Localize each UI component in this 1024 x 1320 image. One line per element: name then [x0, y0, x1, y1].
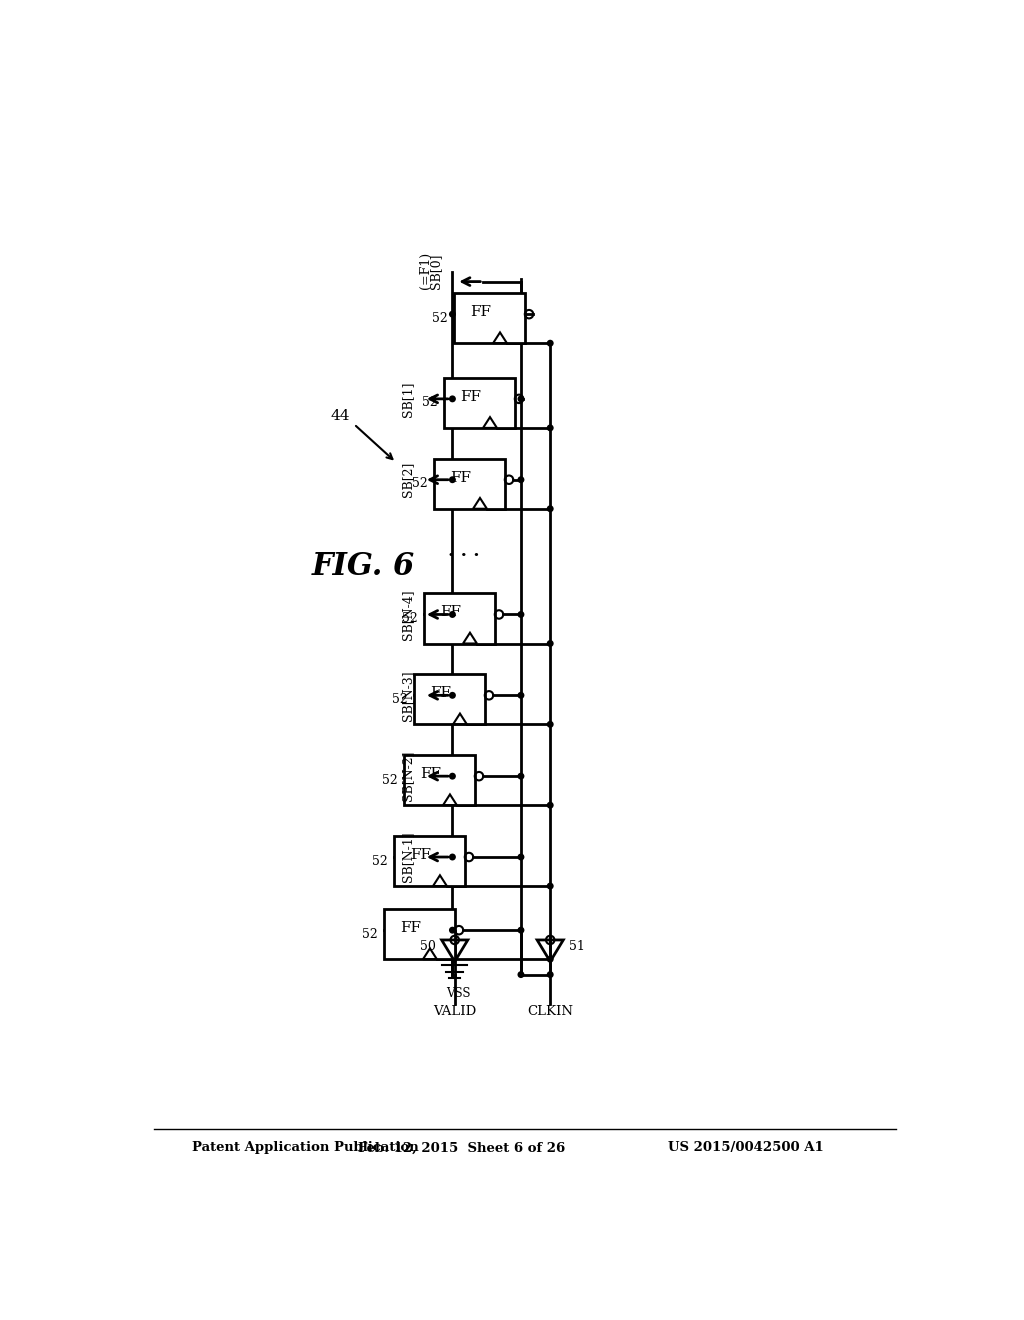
Bar [384, 909, 455, 960]
Text: FF: FF [440, 606, 462, 619]
Text: 51: 51 [569, 940, 586, 953]
Bar [454, 293, 525, 343]
Text: Patent Application Publication: Patent Application Publication [193, 1142, 419, 1155]
Text: FF: FF [470, 305, 492, 319]
Circle shape [449, 772, 456, 780]
Bar [403, 755, 475, 805]
Text: SB[N-2]: SB[N-2] [401, 751, 414, 801]
Circle shape [449, 310, 456, 318]
Text: 52: 52 [412, 478, 428, 490]
Text: US 2015/0042500 A1: US 2015/0042500 A1 [668, 1142, 823, 1155]
Text: SB[N-4]: SB[N-4] [401, 589, 414, 640]
Circle shape [517, 477, 524, 483]
Text: 52: 52 [361, 928, 378, 941]
Text: FF: FF [430, 686, 452, 701]
Text: FF: FF [461, 389, 481, 404]
Circle shape [547, 883, 554, 890]
Text: 52: 52 [402, 612, 418, 624]
Circle shape [449, 396, 456, 403]
Text: 52: 52 [432, 312, 447, 325]
Bar [414, 675, 484, 725]
Text: SB[N-1]: SB[N-1] [401, 832, 414, 882]
Circle shape [547, 506, 554, 512]
Text: FIG. 6: FIG. 6 [311, 550, 415, 582]
Circle shape [517, 396, 524, 403]
Text: 52: 52 [422, 396, 438, 409]
Text: 52: 52 [382, 774, 397, 787]
Text: SB[2]: SB[2] [401, 462, 414, 498]
Text: SB[1]: SB[1] [401, 381, 414, 417]
Circle shape [547, 721, 554, 727]
Circle shape [517, 692, 524, 698]
Circle shape [449, 692, 456, 698]
Circle shape [517, 927, 524, 933]
Bar [394, 836, 465, 886]
Text: VSS: VSS [446, 987, 471, 1001]
Circle shape [547, 339, 554, 347]
Circle shape [547, 956, 554, 962]
Text: 52: 52 [372, 854, 388, 867]
Circle shape [449, 611, 456, 618]
Circle shape [547, 640, 554, 647]
Text: FF: FF [400, 921, 421, 935]
Text: CLKIN: CLKIN [527, 1006, 573, 1019]
Circle shape [449, 854, 456, 861]
Text: VALID: VALID [433, 1006, 476, 1019]
Circle shape [449, 477, 456, 483]
Text: (=F1): (=F1) [419, 252, 432, 289]
Circle shape [517, 772, 524, 780]
Bar [434, 459, 505, 508]
Text: Feb. 12, 2015  Sheet 6 of 26: Feb. 12, 2015 Sheet 6 of 26 [358, 1142, 565, 1155]
Circle shape [547, 801, 554, 809]
Text: 50: 50 [420, 940, 435, 953]
Text: FF: FF [411, 847, 431, 862]
Circle shape [517, 972, 524, 978]
Text: SB[0]: SB[0] [429, 253, 442, 289]
Circle shape [547, 972, 554, 978]
Text: FF: FF [420, 767, 441, 781]
Text: 44: 44 [331, 409, 350, 424]
Bar [444, 378, 515, 428]
Bar [424, 594, 495, 644]
Circle shape [547, 425, 554, 432]
Circle shape [517, 611, 524, 618]
Text: SB[N-3]: SB[N-3] [401, 671, 414, 721]
Circle shape [449, 927, 456, 933]
Text: FF: FF [451, 471, 471, 484]
Text: 52: 52 [392, 693, 408, 706]
Text: . . .: . . . [449, 543, 480, 560]
Circle shape [517, 854, 524, 861]
